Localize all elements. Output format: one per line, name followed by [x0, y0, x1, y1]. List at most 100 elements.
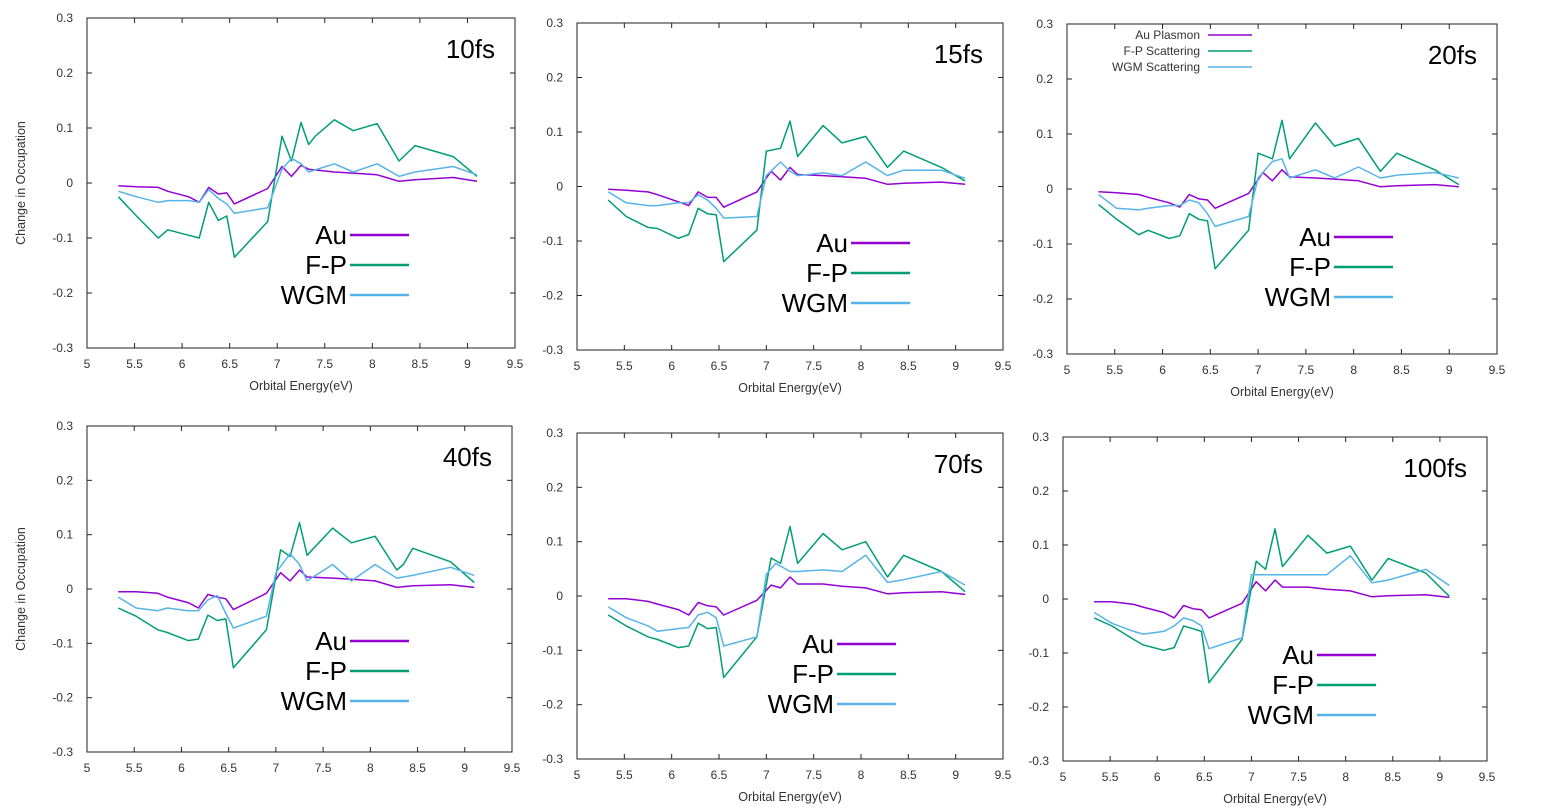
x-tick-label: 7.5 [1298, 363, 1315, 377]
inset-legend-label: Au Plasmon [1135, 28, 1200, 42]
panel-time-label: 10fs [446, 34, 495, 64]
series-line-wgm [607, 554, 966, 647]
y-tick-label: 0.2 [56, 473, 73, 487]
x-tick-label: 9 [461, 761, 468, 775]
x-tick-label: 6 [668, 768, 675, 782]
panel-time-label: 40fs [443, 442, 492, 472]
y-tick-label: 0.1 [1036, 127, 1053, 141]
y-tick-label: -0.1 [52, 231, 73, 245]
x-tick-label: 7.5 [805, 359, 822, 373]
x-tick-label: 6.5 [220, 761, 237, 775]
y-tick-label: 0.3 [56, 419, 73, 433]
y-tick-label: 0.3 [1036, 17, 1053, 31]
series-line-wgm [118, 157, 478, 215]
y-tick-label: -0.3 [52, 745, 73, 759]
series-line-wgm [1098, 158, 1459, 228]
y-tick-label: -0.1 [1032, 237, 1053, 251]
x-axis-title: Orbital Energy(eV) [249, 379, 353, 393]
chart-panel-4: 5 5.5 6 6.5 7 7.5 8 8.5 9 9.5 -0.3 -0.2 -0.1 0 0.1 0.2 0… [14, 419, 521, 775]
x-tick-label: 9 [1446, 363, 1453, 377]
series-line-f-p [1098, 119, 1460, 270]
legend-label-wgm: WGM [782, 288, 848, 318]
series-line-f-p [117, 521, 475, 669]
x-tick-label: 9.5 [507, 357, 524, 371]
y-tick-label: -0.3 [52, 341, 73, 355]
y-tick-label: 0.3 [56, 11, 73, 25]
legend-label-au: Au [1299, 222, 1331, 252]
y-tick-label: -0.2 [1032, 292, 1053, 306]
y-tick-label: -0.3 [1032, 347, 1053, 361]
x-tick-label: 8 [858, 359, 865, 373]
x-tick-label: 7 [763, 768, 770, 782]
x-tick-label: 8.5 [1393, 363, 1410, 377]
chart-panel-3: 5 5.5 6 6.5 7 7.5 8 8.5 9 9.5 -0.3 -0.2 -0.1 0 0.1 0.2 0… [1032, 17, 1505, 399]
series-line-f-p [1093, 528, 1450, 684]
legend-label-au: Au [816, 228, 848, 258]
legend-label-f-p: F-P [305, 656, 347, 686]
panel-time-label: 15fs [934, 39, 983, 69]
series-line-au [608, 166, 966, 208]
x-tick-label: 6 [668, 359, 675, 373]
y-tick-label: -0.1 [542, 643, 563, 657]
x-tick-label: 9 [952, 768, 959, 782]
x-tick-label: 9.5 [995, 768, 1012, 782]
y-tick-label: -0.2 [52, 286, 73, 300]
y-tick-label: 0.1 [56, 528, 73, 542]
y-axis-title: Change in Occupation [14, 121, 28, 245]
y-tick-label: -0.2 [542, 289, 563, 303]
y-axis-title: Change in Occupation [14, 527, 28, 651]
y-tick-label: -0.2 [1028, 700, 1049, 714]
chart-panel-2: 5 5.5 6 6.5 7 7.5 8 8.5 9 9.5 -0.3 -0.2 -0.1 0 0.1 0.2 0… [542, 16, 1011, 395]
chart-panel-5: 5 5.5 6 6.5 7 7.5 8 8.5 9 9.5 -0.3 -0.2 -0.1 0 0.1 0.2 0… [542, 426, 1011, 804]
x-tick-label: 8.5 [900, 768, 917, 782]
x-axis-title: Orbital Energy(eV) [738, 381, 842, 395]
legend-label-au: Au [315, 626, 347, 656]
x-tick-label: 9 [1437, 770, 1444, 784]
series-line-f-p [117, 119, 478, 259]
legend-label-wgm: WGM [1265, 282, 1331, 312]
x-tick-label: 6 [1159, 363, 1166, 377]
y-tick-label: -0.2 [52, 691, 73, 705]
y-tick-label: 0.2 [56, 66, 73, 80]
y-tick-label: -0.2 [542, 698, 563, 712]
legend-label-au: Au [1282, 640, 1314, 670]
panel-time-label: 70fs [934, 449, 983, 479]
x-axis-title: Orbital Energy(eV) [1230, 385, 1334, 399]
y-tick-label: -0.1 [1028, 646, 1049, 660]
y-tick-label: 0 [66, 582, 73, 596]
x-tick-label: 8 [367, 761, 374, 775]
y-tick-label: 0.3 [546, 426, 563, 440]
inset-legend-label: F-P Scattering [1124, 44, 1200, 58]
y-tick-label: 0 [1042, 592, 1049, 606]
series-line-wgm [1093, 555, 1450, 650]
legend-label-f-p: F-P [1289, 252, 1331, 282]
x-tick-label: 6.5 [1202, 363, 1219, 377]
x-tick-label: 5.5 [1102, 770, 1119, 784]
y-tick-label: -0.1 [52, 636, 73, 650]
x-tick-label: 7 [763, 359, 770, 373]
x-tick-label: 8 [369, 357, 376, 371]
x-tick-label: 6.5 [221, 357, 238, 371]
x-tick-label: 6 [179, 357, 186, 371]
x-axis-title: Orbital Energy(eV) [1223, 792, 1327, 806]
x-tick-label: 9 [952, 359, 959, 373]
x-tick-label: 5.5 [126, 357, 143, 371]
y-tick-label: -0.1 [542, 234, 563, 248]
y-tick-label: 0 [556, 589, 563, 603]
panel-time-label: 20fs [1428, 40, 1477, 70]
x-tick-label: 5.5 [616, 359, 633, 373]
y-tick-label: 0.2 [1032, 484, 1049, 498]
series-line-au [1098, 169, 1459, 210]
x-tick-label: 7 [274, 357, 281, 371]
x-tick-label: 5 [84, 761, 91, 775]
x-tick-label: 8.5 [412, 357, 429, 371]
legend-label-wgm: WGM [1248, 700, 1314, 730]
x-tick-label: 9.5 [504, 761, 521, 775]
legend-label-f-p: F-P [806, 258, 848, 288]
x-tick-label: 9.5 [995, 359, 1012, 373]
x-tick-label: 8.5 [1384, 770, 1401, 784]
x-axis-title: Orbital Energy(eV) [738, 790, 842, 804]
x-tick-label: 9 [464, 357, 471, 371]
y-tick-label: 0.1 [546, 125, 563, 139]
